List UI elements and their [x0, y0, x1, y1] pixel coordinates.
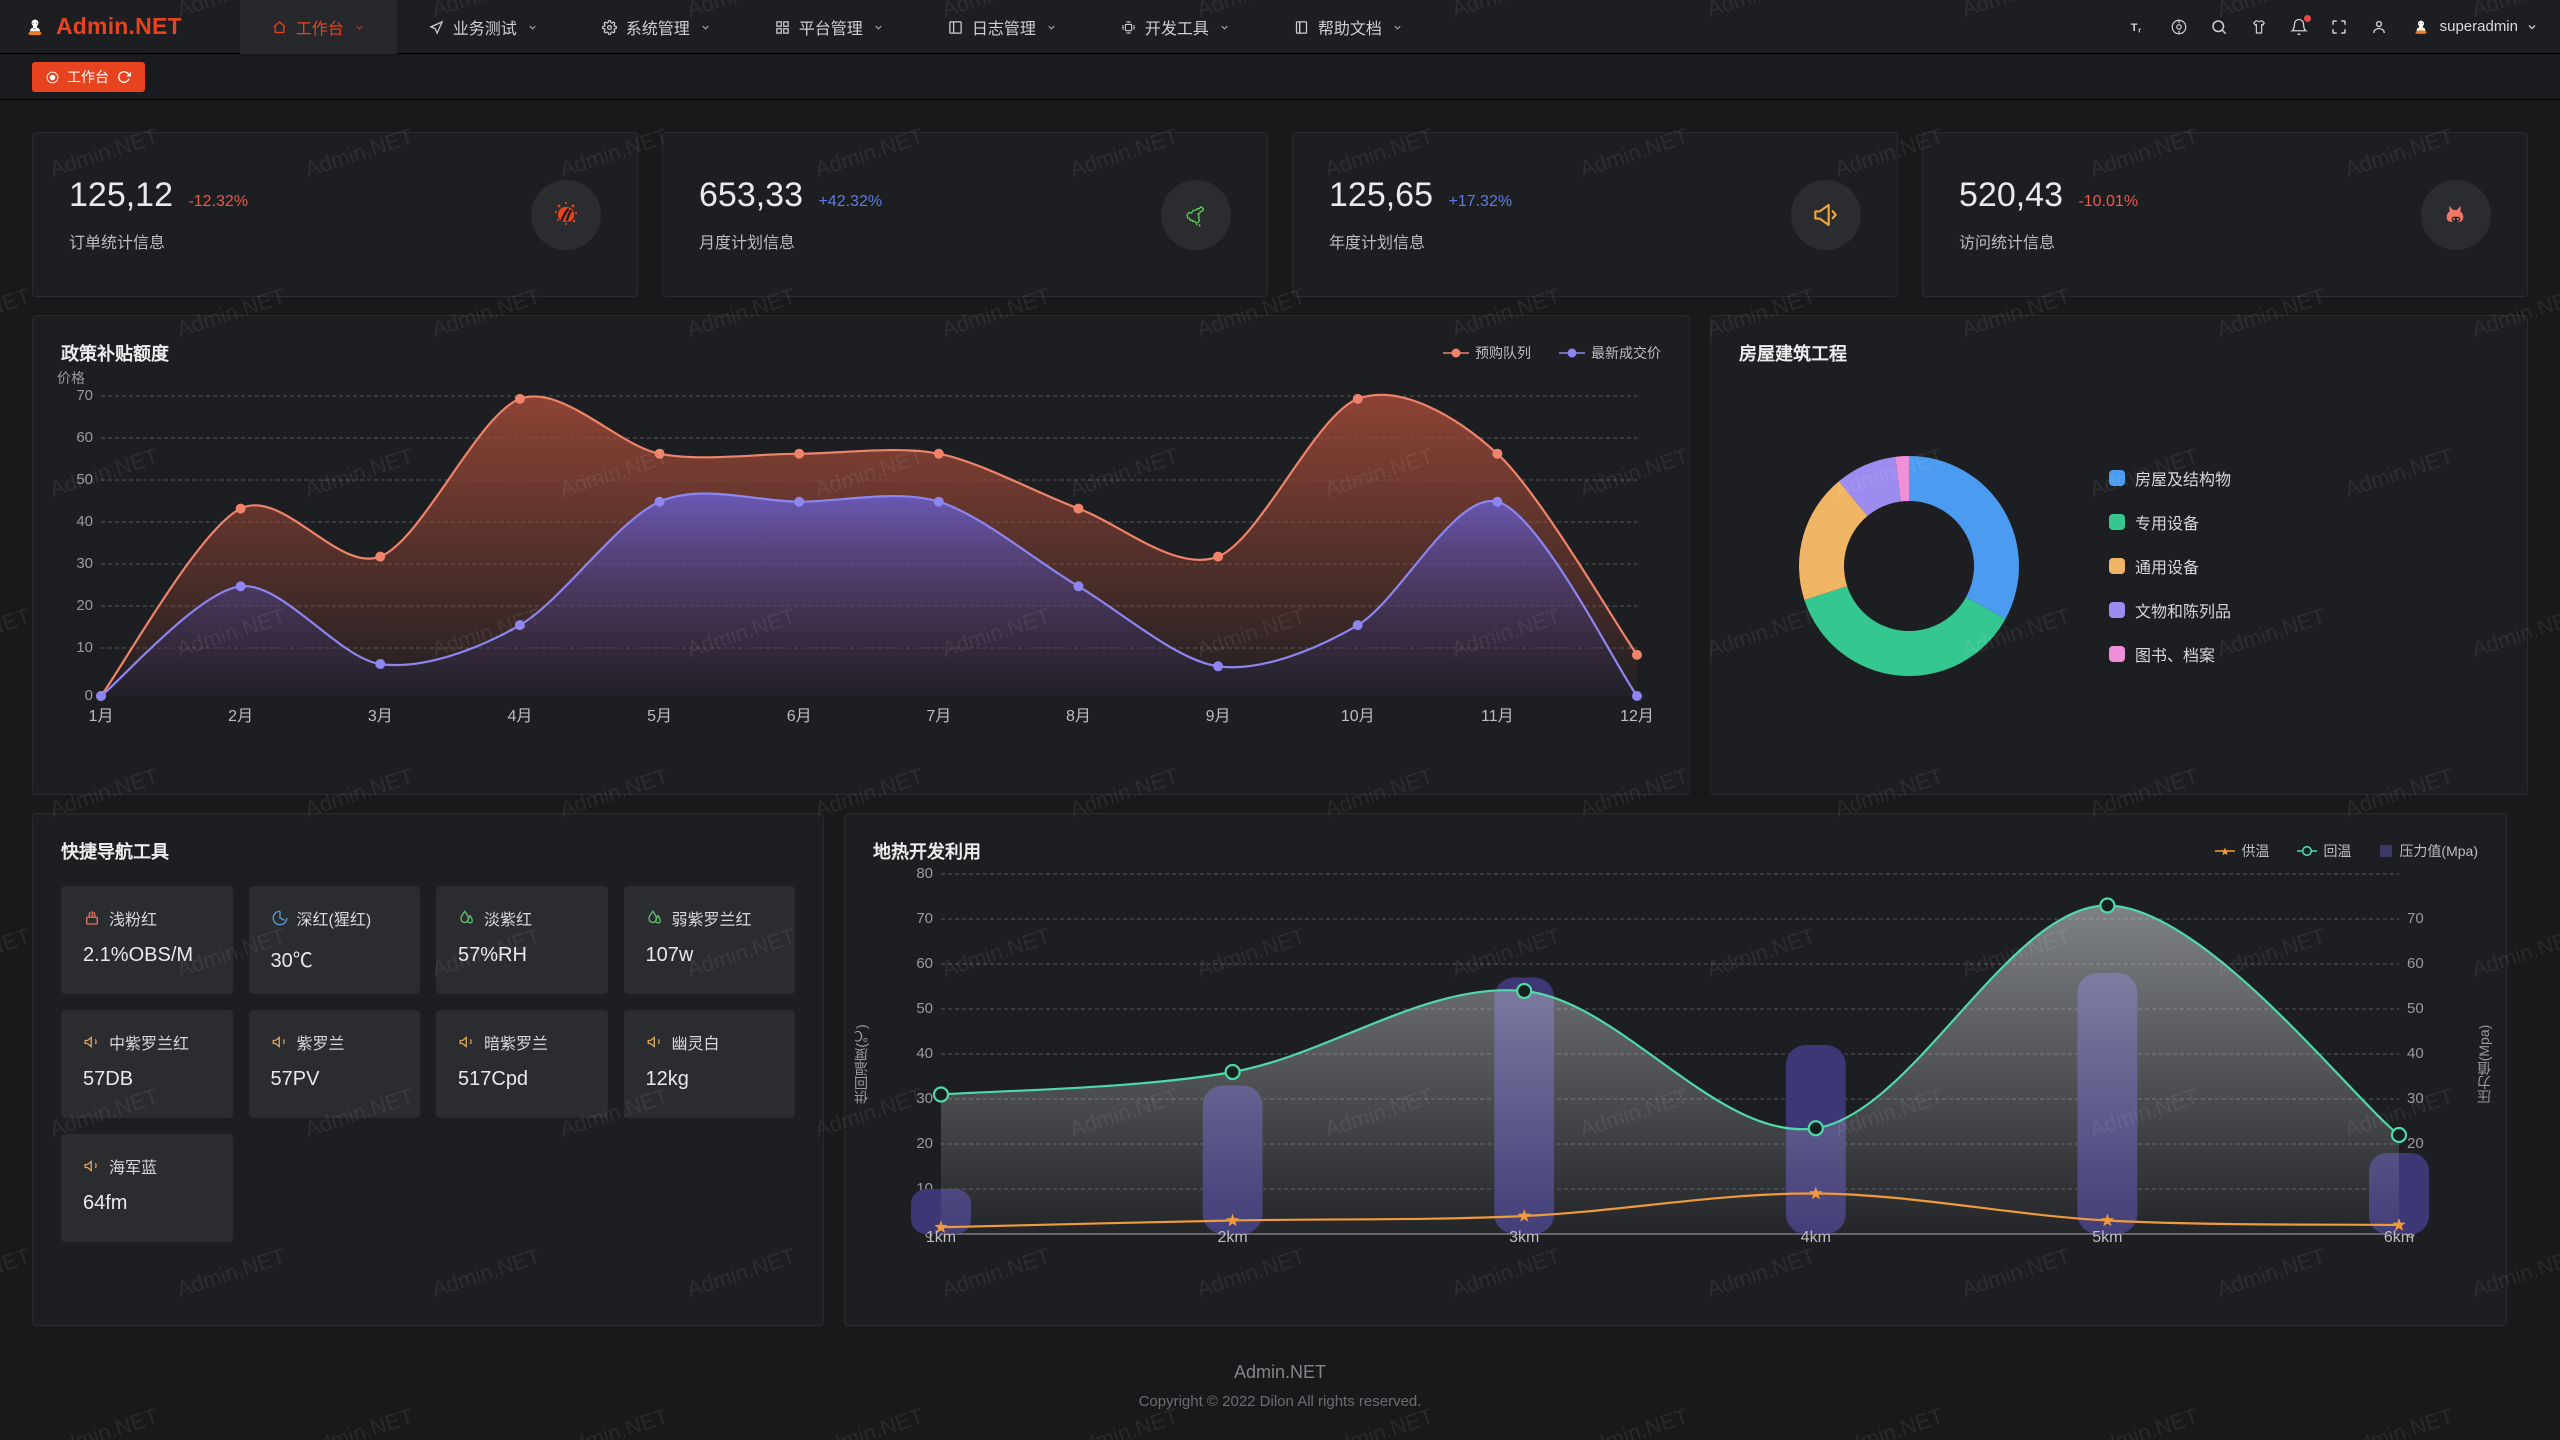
svg-text:11月: 11月 [1481, 708, 1514, 725]
svg-text:40: 40 [916, 1045, 933, 1062]
svg-text:5km: 5km [2092, 1229, 2122, 1246]
svg-text:1km: 1km [926, 1229, 956, 1246]
svg-text:10月: 10月 [1341, 708, 1375, 725]
svg-text:60: 60 [2407, 955, 2424, 972]
svg-text:40: 40 [2407, 1045, 2424, 1062]
svg-text:30: 30 [76, 555, 93, 572]
svg-text:3月: 3月 [368, 708, 393, 725]
svg-text:4月: 4月 [507, 708, 532, 725]
svg-text:3km: 3km [1509, 1229, 1539, 1246]
svg-text:70: 70 [916, 910, 933, 927]
svg-text:9月: 9月 [1206, 708, 1231, 725]
svg-text:50: 50 [2407, 1000, 2424, 1017]
svg-text:r: r [2138, 25, 2141, 34]
svg-text:20: 20 [916, 1135, 933, 1152]
svg-text:5月: 5月 [647, 708, 672, 725]
svg-text:60: 60 [76, 429, 93, 446]
svg-text:20: 20 [76, 597, 93, 614]
svg-text:30: 30 [916, 1090, 933, 1107]
svg-text:20: 20 [2407, 1135, 2424, 1152]
svg-text:10: 10 [76, 639, 93, 656]
svg-text:50: 50 [76, 471, 93, 488]
svg-text:T: T [2130, 21, 2137, 33]
svg-text:40: 40 [76, 513, 93, 530]
svg-text:0: 0 [85, 687, 93, 704]
svg-text:50: 50 [916, 1000, 933, 1017]
svg-text:8月: 8月 [1066, 708, 1091, 725]
svg-text:2km: 2km [1217, 1229, 1247, 1246]
svg-text:6km: 6km [2384, 1229, 2414, 1246]
svg-text:7月: 7月 [926, 708, 951, 725]
svg-text:1月: 1月 [89, 708, 114, 725]
svg-text:12月: 12月 [1620, 708, 1654, 725]
svg-text:6月: 6月 [787, 708, 812, 725]
svg-text:70: 70 [76, 387, 93, 404]
svg-text:80: 80 [916, 865, 933, 882]
svg-text:30: 30 [2407, 1090, 2424, 1107]
svg-text:2月: 2月 [228, 708, 253, 725]
svg-text:4km: 4km [1801, 1229, 1831, 1246]
svg-text:60: 60 [916, 955, 933, 972]
svg-text:70: 70 [2407, 910, 2424, 927]
